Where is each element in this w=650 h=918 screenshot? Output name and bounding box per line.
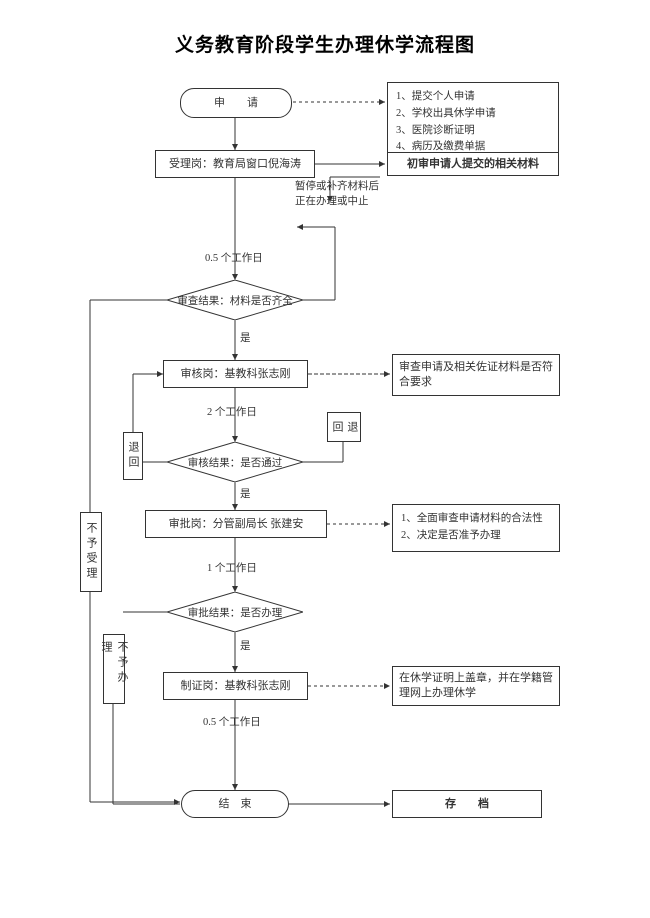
- approve-task-1: 1、全面审查申请材料的合法性: [401, 511, 551, 528]
- sidebox-cert-task: 在休学证明上盖章，并在学籍管理网上办理休学: [392, 666, 560, 706]
- time-label-4: 0.5 个工作日: [203, 714, 261, 729]
- node-apply: 申 请: [180, 88, 292, 118]
- sidebox-approve-tasks: 1、全面审查申请材料的合法性 2、决定是否准予办理: [392, 504, 560, 552]
- node-archive: 存 档: [392, 790, 542, 818]
- node-review: 审核岗：基教科张志刚: [163, 360, 308, 388]
- sidebox-initial-review: 初审申请人提交的相关材料: [387, 152, 559, 176]
- node-approve: 审批岗：分管副局长 张建安: [145, 510, 327, 538]
- decision-approve-process: 审批结果：是否办理: [167, 592, 303, 632]
- reject-accept-text: 不予受理: [83, 522, 99, 582]
- vlabel-reject-process: 不予办理: [103, 634, 125, 704]
- node-accept: 受理岗：教育局窗口倪海涛: [155, 150, 315, 178]
- decision-review-pass: 审核结果：是否通过: [167, 442, 303, 482]
- node-end: 结 束: [181, 790, 289, 818]
- sidebox-review-criteria: 审查申请及相关佐证材料是否符合要求: [392, 354, 560, 396]
- initial-review-label: 初审申请人提交的相关材料: [407, 157, 539, 172]
- approve-label: 审批岗：分管副局长 张建安: [169, 517, 304, 532]
- decision2-label: 审核结果：是否通过: [167, 442, 303, 482]
- flowchart-canvas: side1 dotted --> side1b -->: [45, 82, 605, 882]
- time-label-3: 1 个工作日: [207, 560, 257, 575]
- end-label: 结 束: [219, 797, 252, 812]
- time-label-2: 2 个工作日: [207, 404, 257, 419]
- side2-label: 审查申请及相关佐证材料是否符合要求: [399, 360, 553, 390]
- approve-task-2: 2、决定是否准予办理: [401, 528, 551, 545]
- note-suspend-text: 暂停或补齐材料后 正在办理或中止: [295, 181, 379, 207]
- decision3-label: 审批结果：是否办理: [167, 592, 303, 632]
- vlabel-reject-accept: 不予受理: [80, 512, 102, 592]
- yes-1: 是: [240, 330, 251, 345]
- note-suspend: 暂停或补齐材料后 正在办理或中止: [295, 180, 379, 209]
- node-cert: 制证岗：基教科张志刚: [163, 672, 308, 700]
- archive-label: 存 档: [445, 797, 489, 812]
- return-small-label: 退回: [329, 417, 359, 437]
- side4-label: 在休学证明上盖章，并在学籍管理网上办理休学: [399, 671, 553, 701]
- decision1-label: 审查结果：材料是否齐全: [167, 280, 303, 320]
- accept-label: 受理岗：教育局窗口倪海涛: [169, 157, 301, 172]
- req-3: 3、医院诊断证明: [396, 123, 550, 140]
- review-label: 审核岗：基教科张志刚: [181, 367, 291, 382]
- yes-3: 是: [240, 638, 251, 653]
- cert-label: 制证岗：基教科张志刚: [181, 679, 291, 694]
- req-1: 1、提交个人申请: [396, 89, 550, 106]
- decision-materials-complete: 审查结果：材料是否齐全: [167, 280, 303, 320]
- time-label-1: 0.5 个工作日: [205, 250, 263, 265]
- apply-label: 申 请: [214, 96, 258, 111]
- node-return-small: 退回: [327, 412, 361, 442]
- req-2: 2、学校出具休学申请: [396, 106, 550, 123]
- yes-2: 是: [240, 486, 251, 501]
- reject-process-text: 不予办理: [98, 641, 130, 697]
- vlabel-return: 退回: [123, 432, 143, 480]
- vlabel-return-text: 退回: [125, 441, 141, 471]
- page-title: 义务教育阶段学生办理休学流程图: [45, 30, 605, 57]
- sidebox-apply-requirements: 1、提交个人申请 2、学校出具休学申请 3、医院诊断证明 4、病历及缴费单据: [387, 82, 559, 163]
